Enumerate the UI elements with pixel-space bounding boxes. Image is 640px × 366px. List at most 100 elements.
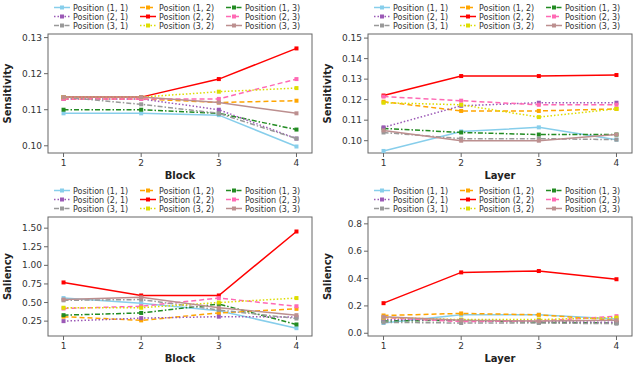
point-marker (217, 306, 221, 310)
y-tick (44, 265, 48, 266)
plot-frame (48, 217, 312, 336)
figure: 0.100.110.120.131234BlockSensitivityPosi… (0, 0, 640, 366)
point-marker (459, 270, 463, 274)
series-line (64, 113, 297, 146)
series-line (384, 132, 617, 139)
y-tick (364, 38, 368, 39)
legend-label: Position (3, 3) (565, 205, 620, 214)
y-tick-label: 0.11 (342, 115, 362, 125)
legend-marker (60, 207, 64, 211)
legend-label: Position (2, 3) (245, 196, 300, 205)
y-tick-label: 1.50 (22, 223, 42, 233)
legend-marker (552, 189, 556, 193)
point-marker (294, 322, 298, 326)
y-tick (44, 109, 48, 110)
point-marker (139, 111, 143, 115)
point-marker (614, 73, 618, 77)
x-tick-label: 4 (614, 341, 620, 351)
legend-label: Position (3, 2) (479, 205, 534, 214)
x-tick (616, 336, 617, 340)
point-marker (62, 111, 66, 115)
point-marker (382, 95, 386, 99)
point-marker (62, 280, 66, 284)
x-tick (461, 336, 462, 340)
y-tick (364, 79, 368, 80)
y-tick (364, 140, 368, 141)
y-tick-label: 0.2 (348, 301, 362, 311)
legend-marker (380, 207, 384, 211)
legend-marker (552, 15, 556, 19)
legend-label: Position (1, 1) (393, 4, 448, 13)
point-marker (614, 133, 618, 137)
data-area (62, 230, 299, 331)
point-marker (139, 95, 143, 99)
x-tick (538, 153, 539, 157)
legend-label: Position (3, 2) (159, 22, 214, 31)
y-tick (364, 58, 368, 59)
point-marker (537, 74, 541, 78)
y-tick-label: 0.0 (348, 328, 363, 338)
legend: Position (1, 1) Position (1, 2) Position (… (374, 4, 620, 31)
x-tick (296, 153, 297, 157)
x-tick-label: 2 (458, 341, 464, 351)
x-tick-label: 4 (614, 158, 620, 168)
point-marker (217, 101, 221, 105)
point-marker (294, 304, 298, 308)
series-line (64, 232, 297, 296)
y-tick (364, 223, 368, 224)
legend-label: Position (3, 3) (245, 22, 300, 31)
legend-marker (466, 24, 470, 28)
point-marker (294, 137, 298, 141)
y-tick-label: 0.10 (342, 136, 362, 146)
legend-marker (146, 207, 150, 211)
point-marker (139, 316, 143, 320)
point-marker (294, 86, 298, 90)
point-marker (62, 95, 66, 99)
legend-label: Position (3, 3) (565, 22, 620, 31)
point-marker (459, 109, 463, 113)
legend-label: Position (2, 1) (73, 196, 128, 205)
point-marker (217, 90, 221, 94)
legend-marker (232, 198, 236, 202)
y-tick-label: 0.8 (348, 219, 363, 229)
y-tick (364, 99, 368, 100)
point-marker (382, 321, 386, 325)
series-line (64, 79, 297, 99)
x-tick (141, 336, 142, 340)
point-marker (382, 320, 386, 324)
point-marker (614, 277, 618, 281)
legend-label: Position (1, 2) (479, 4, 534, 13)
x-axis-label: Layer (484, 353, 515, 364)
point-marker (459, 103, 463, 107)
series-line (384, 128, 617, 134)
series-line (384, 316, 617, 321)
x-tick (218, 153, 219, 157)
point-marker (537, 125, 541, 129)
legend-label: Position (1, 2) (159, 187, 214, 196)
legend-marker (60, 15, 64, 19)
point-marker (459, 318, 463, 322)
point-marker (382, 316, 386, 320)
point-marker (294, 128, 298, 132)
point-marker (382, 301, 386, 305)
x-tick (383, 336, 384, 340)
legend: Position (1, 1)Position (1, 2)Position (… (374, 187, 620, 214)
legend: Position (1, 1)Position (1, 2)Position (… (54, 4, 300, 31)
point-marker (139, 108, 143, 112)
series-line (384, 103, 617, 117)
legend-marker (232, 189, 236, 193)
legend-label: Position (2, 3) (245, 13, 300, 22)
legend-label: Position (3, 1) (393, 205, 448, 214)
series-line (64, 317, 297, 321)
point-marker (294, 46, 298, 50)
x-axis-label: Block (165, 170, 196, 181)
x-tick (141, 153, 142, 157)
y-tick-label: 0.15 (342, 33, 362, 43)
y-tick (364, 251, 368, 252)
legend-marker (380, 15, 384, 19)
x-tick-label: 2 (138, 158, 144, 168)
point-marker (294, 145, 298, 149)
series-line (64, 99, 297, 139)
y-axis-label: Saliency (2, 252, 13, 300)
x-axis-label: Block (165, 353, 196, 364)
